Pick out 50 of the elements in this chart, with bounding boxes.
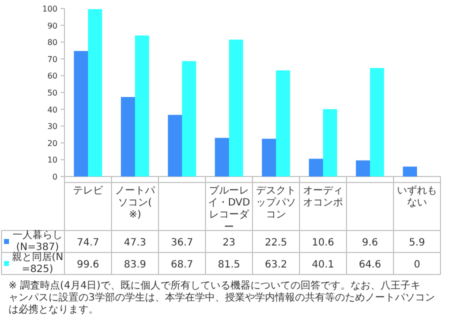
data-label: 40.1 bbox=[312, 260, 334, 270]
bar bbox=[88, 9, 102, 176]
data-label: 10.6 bbox=[312, 238, 334, 248]
data-label: 9.6 bbox=[362, 238, 378, 248]
y-tick-label: 0 bbox=[52, 172, 58, 182]
bar bbox=[229, 40, 244, 176]
bar bbox=[323, 109, 338, 176]
bar bbox=[214, 138, 229, 176]
bar bbox=[74, 51, 88, 176]
bar bbox=[262, 138, 276, 176]
bar bbox=[402, 166, 417, 176]
data-label: 74.7 bbox=[76, 238, 100, 248]
x-tick-label: テレビ bbox=[73, 186, 104, 196]
data-label: 63.2 bbox=[264, 260, 288, 270]
y-tick-label: 10 bbox=[47, 156, 58, 165]
x-tick-label: いずれもない bbox=[397, 184, 437, 209]
data-label: 0 bbox=[414, 260, 420, 270]
legend-label: 親と同居(N=825) bbox=[12, 250, 64, 276]
text: ※ 調査時点(4月4日)で、既に個人で所有している機器についての回答です。なお、八王子キャンパスに設置の3学部の学生は、本学在学中、授業や学内情報の共有等のためノートパソコンは必携となります。 bbox=[8, 280, 435, 316]
data-label: 64.6 bbox=[358, 260, 382, 270]
data-label: 81.5 bbox=[218, 260, 240, 270]
x-tick-label: デスクトップパソコン bbox=[256, 186, 296, 221]
y-tick-label: 100 bbox=[42, 4, 58, 14]
x-tick-label: ブルーレイ・DVDレコーダー bbox=[208, 184, 250, 233]
bar bbox=[135, 36, 150, 176]
data-label: 68.7 bbox=[170, 260, 194, 270]
data-label: 5.9 bbox=[409, 238, 425, 248]
data-label: 99.6 bbox=[76, 260, 100, 270]
y-tick-label: 20 bbox=[47, 138, 58, 148]
y-tick-label: 80 bbox=[47, 38, 58, 48]
bar bbox=[308, 158, 323, 176]
data-label: 47.3 bbox=[124, 238, 146, 248]
y-tick-label: 50 bbox=[47, 88, 58, 98]
data-label: 36.7 bbox=[170, 238, 194, 248]
x-tick-label: オーディオコンポ bbox=[303, 186, 343, 209]
x-tick-label: ノートパソコン(※) bbox=[115, 186, 156, 221]
bar bbox=[356, 160, 370, 176]
y-tick-label: 60 bbox=[47, 72, 58, 81]
bar bbox=[168, 114, 182, 176]
y-tick-label: 90 bbox=[47, 21, 58, 30]
y-tick-label: 70 bbox=[47, 54, 58, 64]
data-label: 22.5 bbox=[264, 238, 288, 248]
bar bbox=[276, 70, 290, 176]
data-label: 23 bbox=[222, 238, 236, 248]
bar bbox=[370, 68, 384, 176]
y-tick-label: 40 bbox=[47, 105, 58, 114]
bar bbox=[182, 61, 196, 176]
data-label: 83.9 bbox=[124, 260, 146, 270]
y-tick-label: 30 bbox=[47, 122, 58, 132]
bar bbox=[120, 97, 135, 176]
